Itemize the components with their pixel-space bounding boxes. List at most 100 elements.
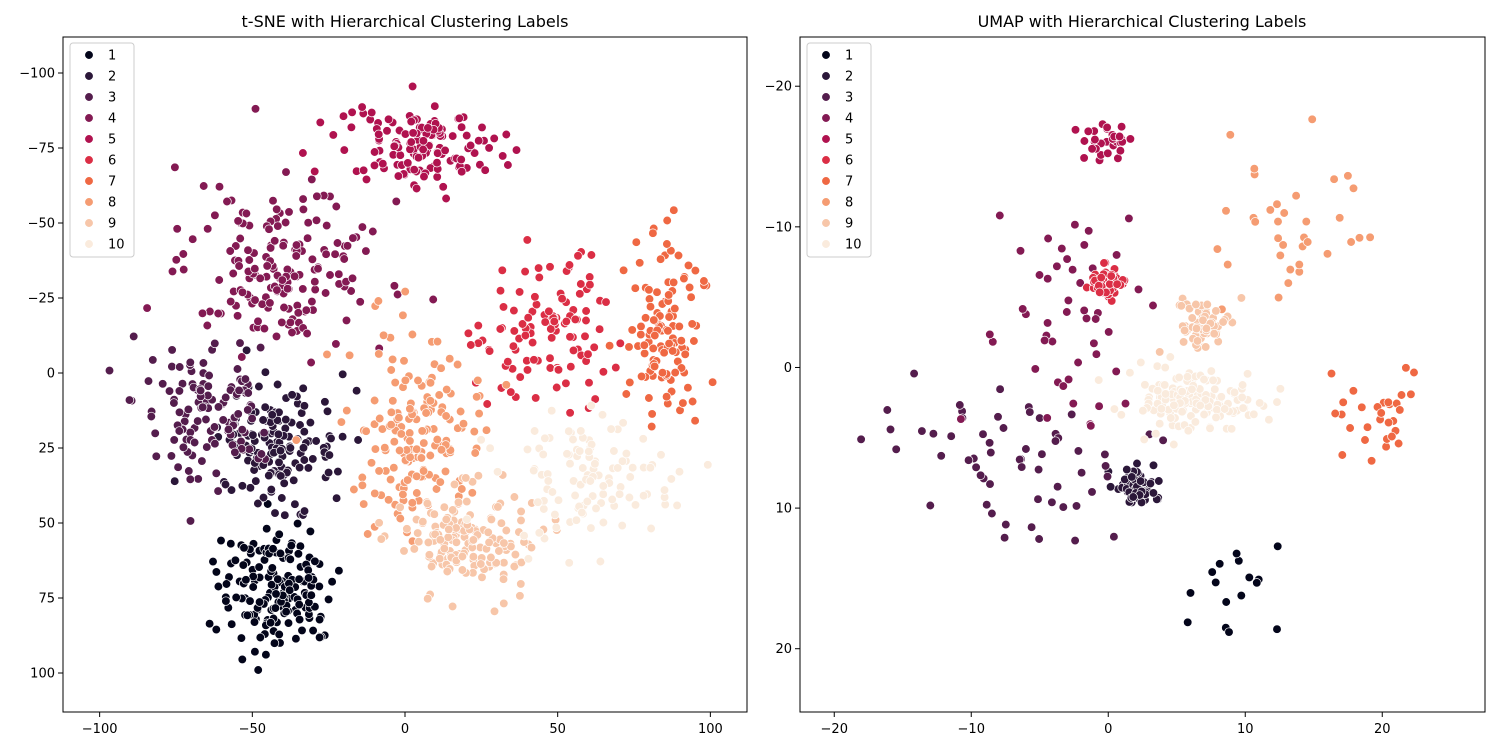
point-cluster-1	[270, 603, 281, 613]
point-cluster-4	[313, 264, 323, 274]
point-cluster-7	[676, 363, 687, 373]
point-cluster-9	[423, 537, 434, 548]
point-cluster-3	[193, 416, 203, 426]
point-cluster-6	[576, 279, 586, 289]
point-cluster-10	[577, 507, 587, 518]
point-cluster-8	[1303, 237, 1313, 247]
point-cluster-9	[418, 517, 428, 527]
point-cluster-4	[210, 210, 220, 220]
point-cluster-7	[636, 329, 646, 340]
point-cluster-9	[443, 532, 453, 542]
point-cluster-1	[310, 556, 320, 566]
point-cluster-4	[322, 220, 332, 231]
points-layer	[104, 81, 718, 675]
point-cluster-8	[441, 411, 451, 421]
point-cluster-5	[1079, 136, 1090, 146]
point-cluster-4	[1042, 413, 1052, 423]
point-cluster-4	[265, 243, 276, 253]
point-cluster-10	[462, 514, 472, 524]
point-cluster-9	[1187, 313, 1197, 323]
point-cluster-4	[234, 261, 244, 271]
point-cluster-4	[357, 222, 368, 232]
point-cluster-5	[418, 144, 428, 155]
point-cluster-6	[561, 378, 571, 388]
point-cluster-10	[638, 434, 648, 444]
point-cluster-1	[211, 624, 221, 635]
point-cluster-3	[169, 435, 179, 445]
point-cluster-3	[218, 415, 228, 425]
point-cluster-8	[363, 529, 373, 539]
legend-marker-1	[84, 50, 94, 60]
point-cluster-5	[503, 160, 513, 170]
point-cluster-8	[1250, 217, 1260, 227]
point-cluster-4	[310, 277, 320, 287]
point-cluster-10	[1140, 380, 1150, 390]
umap-title: UMAP with Hierarchical Clustering Labels	[978, 12, 1307, 31]
point-cluster-4	[178, 249, 188, 259]
point-cluster-8	[1285, 264, 1295, 275]
point-cluster-5	[1090, 134, 1100, 145]
point-cluster-5	[298, 148, 308, 158]
point-cluster-8	[386, 407, 397, 417]
point-cluster-8	[396, 429, 406, 439]
point-cluster-9	[374, 518, 384, 528]
point-cluster-9	[1179, 325, 1190, 336]
legend-marker-8	[821, 197, 831, 207]
point-cluster-8	[383, 495, 394, 505]
point-cluster-7	[636, 371, 647, 382]
point-cluster-5	[1070, 125, 1081, 135]
point-cluster-9	[515, 591, 525, 601]
point-cluster-6	[514, 287, 525, 297]
point-cluster-7	[673, 250, 684, 261]
point-cluster-9	[441, 514, 451, 525]
point-cluster-7	[635, 258, 645, 268]
point-cluster-10	[1216, 392, 1226, 402]
point-cluster-4	[1068, 398, 1078, 409]
point-cluster-8	[481, 425, 492, 435]
point-cluster-7	[668, 346, 678, 356]
point-cluster-2	[1122, 464, 1132, 475]
point-cluster-3	[936, 451, 946, 461]
point-cluster-8	[389, 463, 399, 473]
point-cluster-8	[1221, 206, 1231, 216]
point-cluster-9	[493, 502, 503, 512]
point-cluster-10	[1156, 404, 1167, 414]
point-cluster-8	[1265, 205, 1275, 215]
point-cluster-3	[891, 444, 901, 454]
point-cluster-4	[273, 221, 283, 231]
point-cluster-7	[687, 319, 697, 329]
legend-marker-3	[84, 92, 94, 102]
point-cluster-1	[1244, 572, 1254, 583]
point-cluster-10	[1238, 403, 1248, 413]
y-tick-label: −75	[28, 142, 55, 157]
point-cluster-9	[414, 537, 424, 547]
point-cluster-3	[201, 414, 211, 425]
point-cluster-7	[639, 348, 650, 359]
point-cluster-10	[1165, 352, 1175, 362]
point-cluster-8	[1322, 249, 1333, 259]
point-cluster-8	[1307, 114, 1317, 124]
point-cluster-7	[1383, 397, 1393, 407]
point-cluster-3	[174, 426, 184, 436]
point-cluster-9	[494, 546, 504, 556]
point-cluster-1	[308, 625, 318, 636]
point-cluster-8	[458, 419, 469, 429]
point-cluster-4	[281, 167, 291, 177]
point-cluster-8	[501, 380, 511, 390]
point-cluster-10	[1205, 423, 1215, 433]
point-cluster-6	[598, 367, 609, 377]
legend: 1 2 3 4 5 6 7 8 9 10	[69, 42, 135, 258]
legend-marker-2	[84, 71, 94, 81]
point-cluster-8	[405, 404, 415, 414]
y-tick-label: 20	[775, 642, 792, 657]
point-cluster-4	[307, 296, 317, 307]
point-cluster-4	[214, 182, 225, 192]
point-cluster-8	[412, 471, 422, 481]
point-cluster-6	[549, 316, 559, 327]
point-cluster-7	[1326, 368, 1337, 379]
point-cluster-8	[398, 489, 408, 500]
point-cluster-8	[390, 377, 400, 388]
point-cluster-8	[419, 438, 429, 448]
point-cluster-10	[1125, 368, 1135, 378]
point-cluster-2	[253, 498, 263, 509]
